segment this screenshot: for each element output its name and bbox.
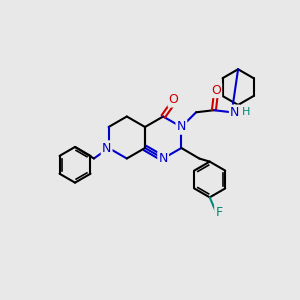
Text: O: O bbox=[211, 84, 221, 97]
Text: N: N bbox=[177, 121, 186, 134]
Text: N: N bbox=[158, 152, 168, 165]
Text: F: F bbox=[215, 206, 223, 218]
Text: N: N bbox=[102, 142, 111, 154]
Text: O: O bbox=[169, 93, 178, 106]
Text: N: N bbox=[230, 106, 239, 119]
Text: H: H bbox=[242, 107, 250, 117]
